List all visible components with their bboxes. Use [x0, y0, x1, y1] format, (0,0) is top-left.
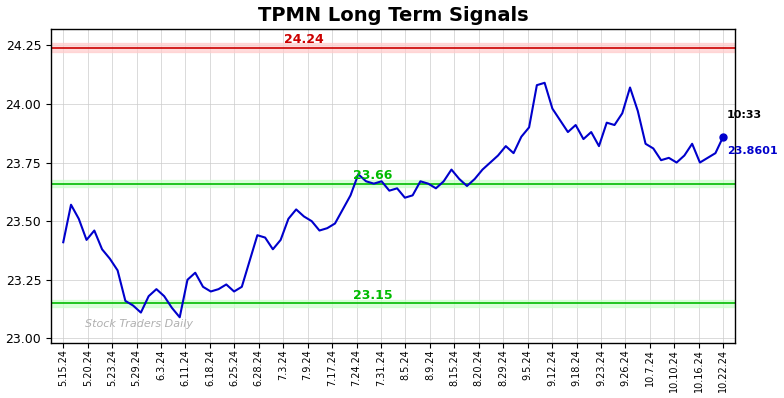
Text: 23.66: 23.66 [353, 170, 392, 182]
Bar [51, 180, 735, 187]
Bar [51, 300, 735, 307]
Text: Stock Traders Daily: Stock Traders Daily [85, 319, 193, 329]
Text: 24.24: 24.24 [285, 33, 324, 47]
Bar [51, 43, 735, 52]
Text: 23.8601: 23.8601 [727, 146, 778, 156]
Title: TPMN Long Term Signals: TPMN Long Term Signals [258, 6, 528, 25]
Text: 10:33: 10:33 [727, 110, 762, 120]
Text: 23.15: 23.15 [353, 289, 393, 302]
